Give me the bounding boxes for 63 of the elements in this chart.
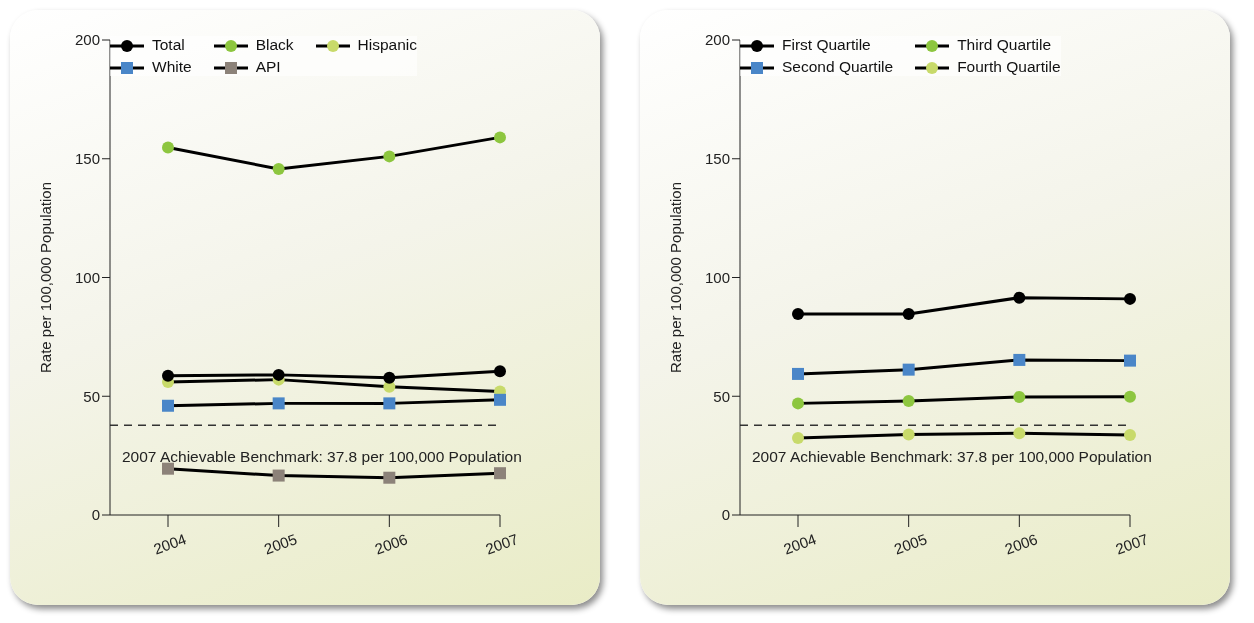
point [272, 162, 285, 175]
y-tick-label: 50 [713, 387, 730, 405]
point [902, 428, 915, 441]
y-axis-title: Rate per 100,000 Population [37, 182, 55, 373]
point [162, 369, 174, 382]
point [383, 397, 396, 410]
point [792, 397, 804, 410]
y-axis-title: Rate per 100,000 Population [667, 182, 685, 373]
ref-line-label: 2007 Achievable Benchmark: 37.8 per 100,000 Population [752, 448, 1152, 466]
point [162, 141, 174, 154]
x-tick-label: 2007 [1113, 530, 1151, 558]
point [494, 467, 506, 480]
point [1124, 428, 1136, 441]
y-tick-label: 150 [704, 150, 730, 168]
point [1124, 390, 1136, 403]
y-tick-label: 100 [74, 268, 100, 286]
point [1124, 292, 1136, 305]
point [1013, 427, 1026, 440]
point [1013, 291, 1026, 304]
point [162, 462, 174, 475]
y-tick-label: 200 [74, 31, 100, 49]
point [383, 371, 396, 384]
x-tick-label: 2005 [891, 530, 930, 558]
x-tick-label: 2006 [372, 530, 410, 558]
y-tick-label: 0 [721, 506, 730, 524]
legend-label: First Quartile [781, 36, 872, 54]
point [272, 469, 285, 482]
y-tick-label: 100 [704, 268, 730, 286]
legend-label: Total [151, 36, 186, 54]
point [272, 368, 285, 381]
legend-label: White [151, 58, 192, 76]
point [494, 393, 506, 406]
point [494, 131, 506, 144]
ref-line-label: 2007 Achievable Benchmark: 37.8 per 100,000 Population [122, 448, 522, 466]
x-tick-label: 2004 [151, 530, 189, 558]
legend-label: Fourth Quartile [956, 58, 1061, 76]
point [383, 150, 396, 163]
point [383, 471, 396, 484]
point [494, 365, 506, 378]
point [1124, 354, 1136, 367]
legend-label: Black [254, 36, 294, 54]
point [1013, 353, 1026, 366]
legend-label: Third Quartile [956, 36, 1053, 54]
point [792, 308, 804, 321]
legend-label: Hispanic [356, 36, 417, 54]
y-tick-label: 0 [91, 506, 100, 524]
legend-label: API [254, 58, 282, 76]
legend-label: Second Quartile [781, 58, 894, 76]
point [792, 432, 804, 445]
point [902, 308, 915, 321]
point [792, 367, 804, 380]
point [1013, 390, 1026, 403]
x-tick-label: 2005 [261, 530, 300, 558]
y-tick-label: 50 [83, 387, 100, 405]
point [162, 399, 174, 412]
y-tick-label: 150 [74, 150, 100, 168]
x-tick-label: 2006 [1002, 530, 1040, 558]
x-tick-label: 2007 [483, 530, 521, 558]
point [902, 363, 915, 376]
point [272, 397, 285, 410]
point [902, 395, 915, 407]
y-tick-label: 200 [704, 31, 730, 49]
x-tick-label: 2004 [781, 530, 819, 558]
